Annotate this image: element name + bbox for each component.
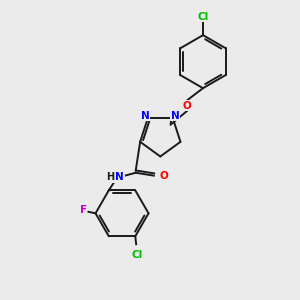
Text: Cl: Cl [131,250,142,260]
Text: N: N [171,111,179,121]
Text: Cl: Cl [197,12,208,22]
Text: N: N [116,172,124,182]
Text: O: O [159,171,168,181]
Text: H: H [106,172,114,182]
Text: N: N [141,111,150,121]
Text: F: F [80,206,87,215]
Text: O: O [182,101,191,111]
